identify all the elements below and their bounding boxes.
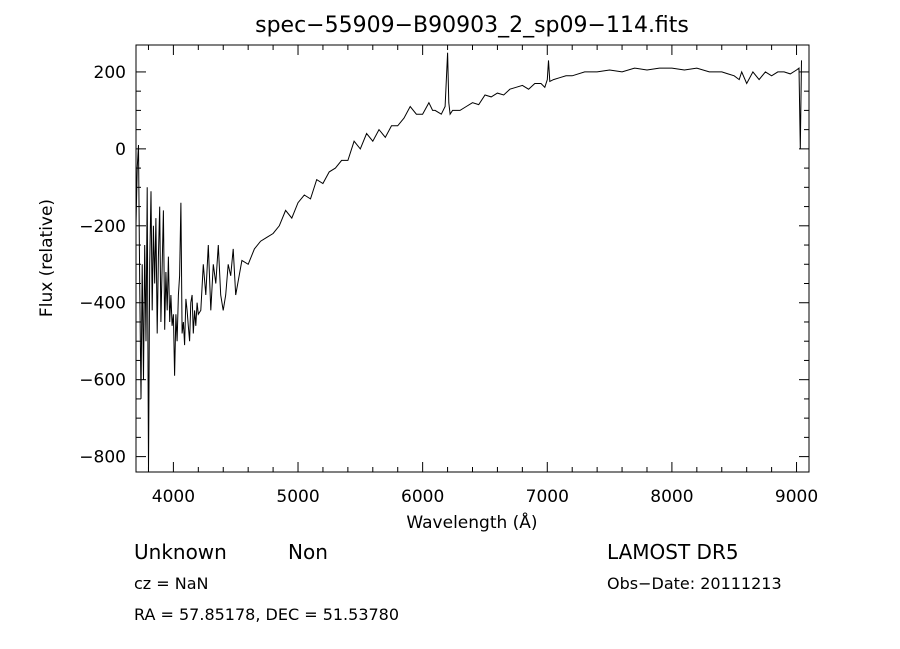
y-axis-label: Flux (relative) [37, 199, 57, 317]
y-tick-label: 200 [94, 63, 126, 83]
y-tick-label: −800 [79, 448, 126, 468]
y-tick-label: −600 [79, 371, 126, 391]
obs-date-label: Obs−Date: 20111213 [607, 574, 782, 593]
x-tick-label: 6000 [401, 487, 444, 507]
x-axis: 4000 5000 6000 7000 8000 9000 [147, 45, 818, 507]
y-axis: 200 0 −200 −400 −600 −800 [79, 63, 809, 468]
redshift-label: cz = NaN [134, 574, 209, 593]
survey-label: LAMOST DR5 [607, 540, 739, 564]
x-tick-label: 9000 [775, 487, 818, 507]
y-tick-label: −400 [79, 294, 126, 314]
object-class: Unknown [134, 540, 227, 564]
y-tick-label: 0 [115, 140, 126, 160]
x-tick-label: 8000 [650, 487, 693, 507]
coordinates-label: RA = 57.85178, DEC = 51.53780 [134, 605, 399, 624]
y-tick-label: −200 [79, 217, 126, 237]
spectrum-line [135, 52, 802, 473]
x-tick-label: 5000 [276, 487, 319, 507]
plot-frame [135, 44, 810, 473]
x-tick-label: 7000 [526, 487, 569, 507]
object-subclass: Non [288, 540, 328, 564]
x-tick-label: 4000 [152, 487, 195, 507]
chart-title: spec−55909−B90903_2_sp09−114.fits [255, 13, 689, 38]
x-axis-label: Wavelength (Å) [406, 511, 537, 533]
